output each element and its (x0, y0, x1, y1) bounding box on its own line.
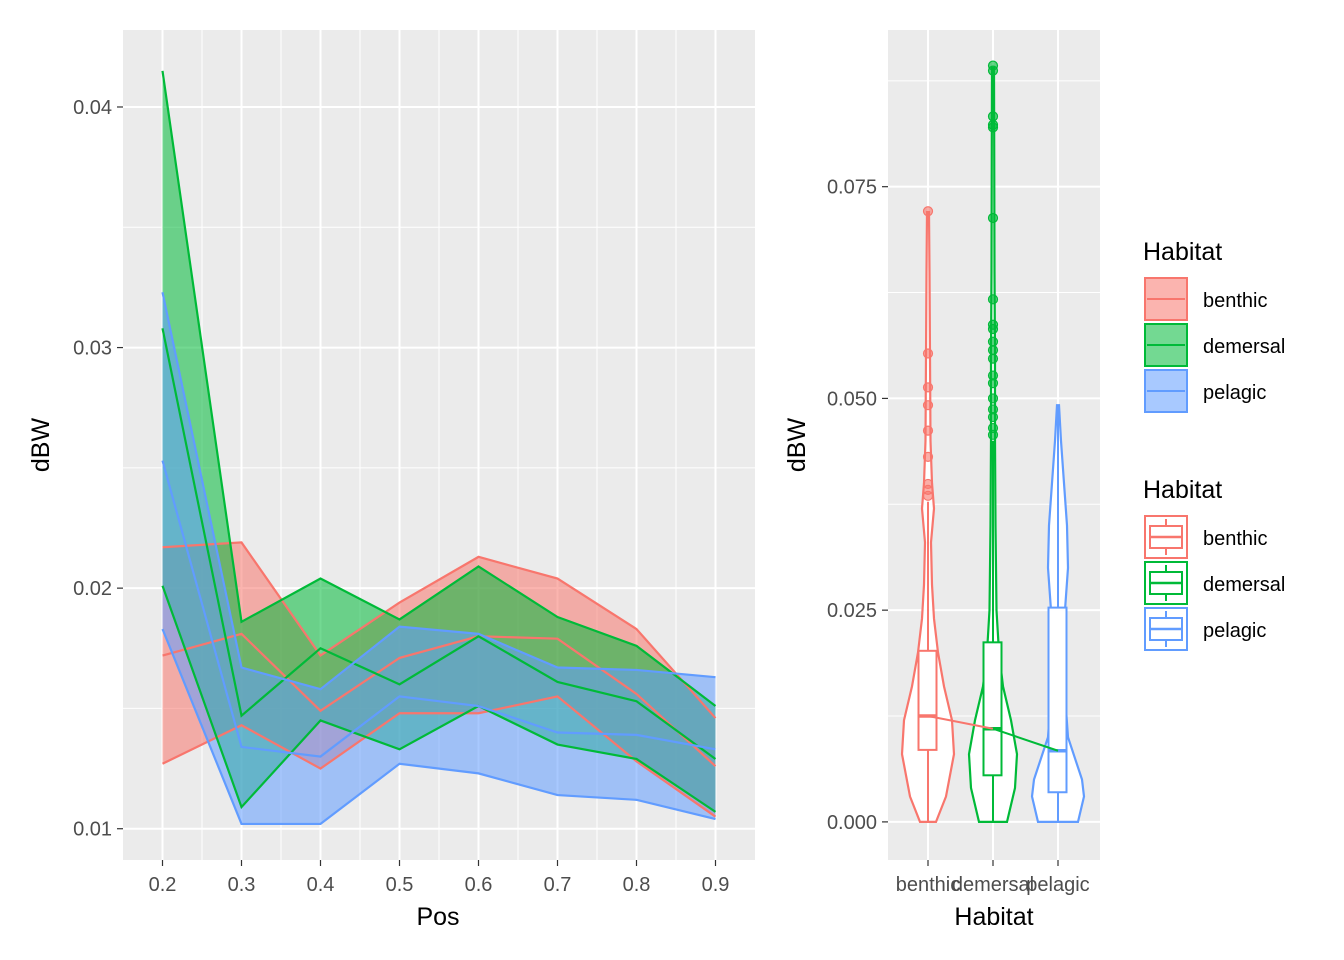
right-tick-labels: 0.000 0.025 0.050 0.075 benthicdemersalpelag… (827, 177, 1090, 896)
upper-line-pelagic (161, 292, 716, 691)
left-x-tick-label: 0.3 (228, 874, 256, 896)
left-tick-labels: 0.2 0.3 0.4 0.5 0.6 0.7 0.8 0.9 0.01 0.02 0.03 0.04 (73, 97, 729, 896)
right-x-axis-title: Habitat (954, 903, 1033, 931)
outlier-point-demersal (987, 370, 999, 381)
legend-box-title: Habitat (1143, 476, 1222, 504)
left-y-axis-title: dBW (27, 418, 55, 473)
left-x-tick-label: 0.4 (307, 874, 335, 896)
outlier-point-demersal (987, 353, 999, 364)
right-x-tick-label: demersal (952, 874, 1034, 896)
legend-box-label-benthic: benthic (1203, 528, 1268, 550)
right-y-axis-title: dBW (783, 418, 811, 473)
right-y-tick-label: 0.050 (827, 388, 877, 410)
legend-box-label-pelagic: pelagic (1203, 620, 1266, 642)
right-violins-boxes (900, 60, 1086, 823)
legend-fill-label-pelagic: pelagic (1203, 382, 1266, 404)
right-y-tick-label: 0.075 (827, 177, 877, 199)
outlier-point-demersal (987, 319, 999, 330)
outlier-point-demersal (987, 404, 999, 415)
outlier-point-demersal (987, 393, 999, 404)
mean-line-pelagic (161, 460, 716, 758)
legend-fill-label-benthic: benthic (1203, 290, 1268, 312)
upper-line-demersal (161, 70, 717, 707)
right-y-tick-label: 0.000 (827, 812, 877, 834)
outlier-point-benthic (922, 400, 934, 411)
outlier-point-benthic (922, 425, 934, 436)
left-x-tick-label: 0.7 (544, 874, 572, 896)
right-y-tick-label: 0.025 (827, 600, 877, 622)
left-ribbons (161, 70, 717, 826)
lower-line-pelagic (161, 628, 716, 826)
right-chart: 0.000 0.025 0.050 0.075 benthicdemersalpelag… (783, 30, 1100, 931)
legend-box-label-demersal: demersal (1203, 574, 1285, 596)
median-connector-benthic-demersal (927, 715, 994, 730)
lower-line-demersal (161, 585, 717, 813)
left-x-tick-label: 0.9 (702, 874, 730, 896)
upper-line-benthic (162, 541, 717, 719)
left-x-tick-label: 0.8 (623, 874, 651, 896)
right-x-tick-label: pelagic (1026, 874, 1089, 896)
left-y-tick-label: 0.02 (73, 578, 112, 600)
left-x-tick-label: 0.2 (149, 874, 177, 896)
outlier-point-demersal (987, 345, 999, 356)
outlier-point-demersal (987, 336, 999, 347)
outlier-point-benthic (922, 348, 934, 359)
outlier-point-demersal (987, 422, 999, 434)
mean-line-demersal (161, 328, 717, 760)
box-pelagic (1047, 606, 1068, 794)
right-x-tick-label: benthic (896, 874, 961, 896)
outlier-point-demersal (987, 119, 999, 130)
outlier-point-benthic (922, 206, 934, 217)
left-y-tick-label: 0.01 (73, 819, 112, 841)
left-y-tick-label: 0.04 (73, 97, 112, 119)
median-connector-demersal-pelagic (992, 727, 1059, 752)
legend-fill-title: Habitat (1143, 238, 1222, 266)
outlier-point-demersal (987, 212, 999, 224)
lower-line-benthic (162, 695, 717, 818)
left-chart: 0.2 0.3 0.4 0.5 0.6 0.7 0.8 0.9 0.01 0.02 0.03 0.04… (27, 30, 755, 931)
outlier-point-benthic (922, 382, 934, 393)
outlier-point-demersal (987, 294, 999, 305)
box-benthic (917, 649, 938, 751)
legend-fill-label-demersal: demersal (1203, 336, 1285, 358)
outlier-point-demersal (987, 111, 999, 122)
outlier-point-benthic (922, 478, 934, 490)
outlier-point-demersal (987, 60, 999, 71)
left-x-tick-label: 0.6 (465, 874, 493, 896)
legends: Habitat Habitat benthic demersal pelagic be… (1143, 238, 1285, 651)
outlier-point-benthic (922, 451, 934, 462)
left-x-tick-label: 0.5 (386, 874, 414, 896)
mean-line-benthic (162, 632, 717, 767)
left-y-tick-label: 0.03 (73, 338, 112, 360)
box-demersal (982, 641, 1003, 777)
left-x-axis-title: Pos (416, 903, 459, 931)
